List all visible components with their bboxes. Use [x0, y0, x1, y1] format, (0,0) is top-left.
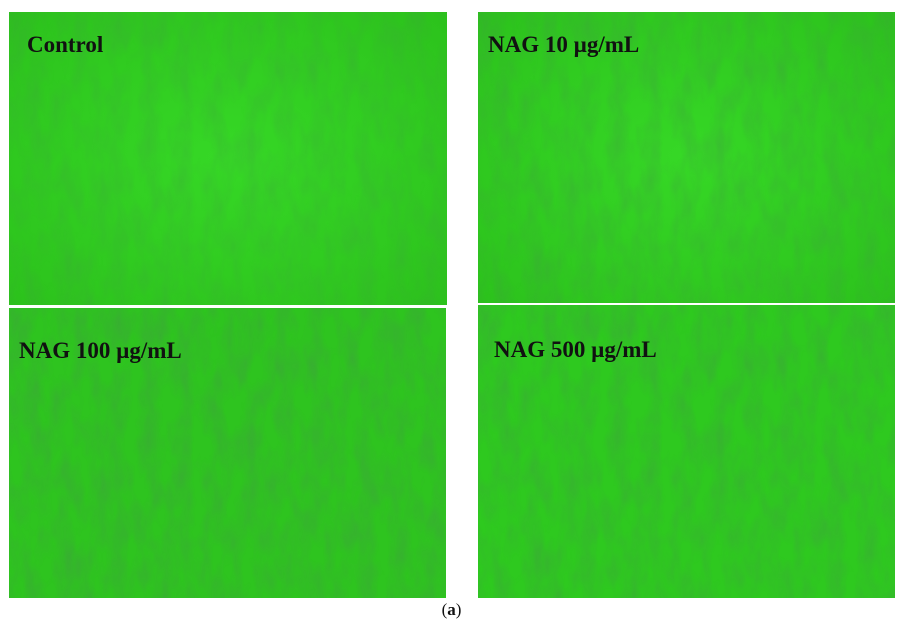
panel-label: NAG 500 µg/mL — [494, 337, 657, 362]
panel-label: NAG 10 µg/mL — [488, 32, 640, 57]
caption-letter: a — [447, 600, 456, 619]
panel-label: NAG 100 µg/mL — [19, 338, 182, 363]
micrograph-panel: NAG 500 µg/mL — [478, 305, 895, 598]
micrograph-panel: NAG 10 µg/mL — [478, 12, 895, 303]
caption-text: ( — [441, 600, 448, 619]
micrograph — [478, 305, 895, 598]
caption: (a) — [0, 600, 903, 620]
micrograph — [478, 12, 895, 303]
micrograph — [9, 12, 447, 305]
micrograph-panel: NAG 100 µg/mL — [9, 308, 446, 598]
micrograph-panel: Control — [9, 12, 447, 305]
panel-label: Control — [27, 32, 104, 57]
caption-text: ) — [455, 600, 462, 619]
micrograph — [9, 308, 446, 598]
